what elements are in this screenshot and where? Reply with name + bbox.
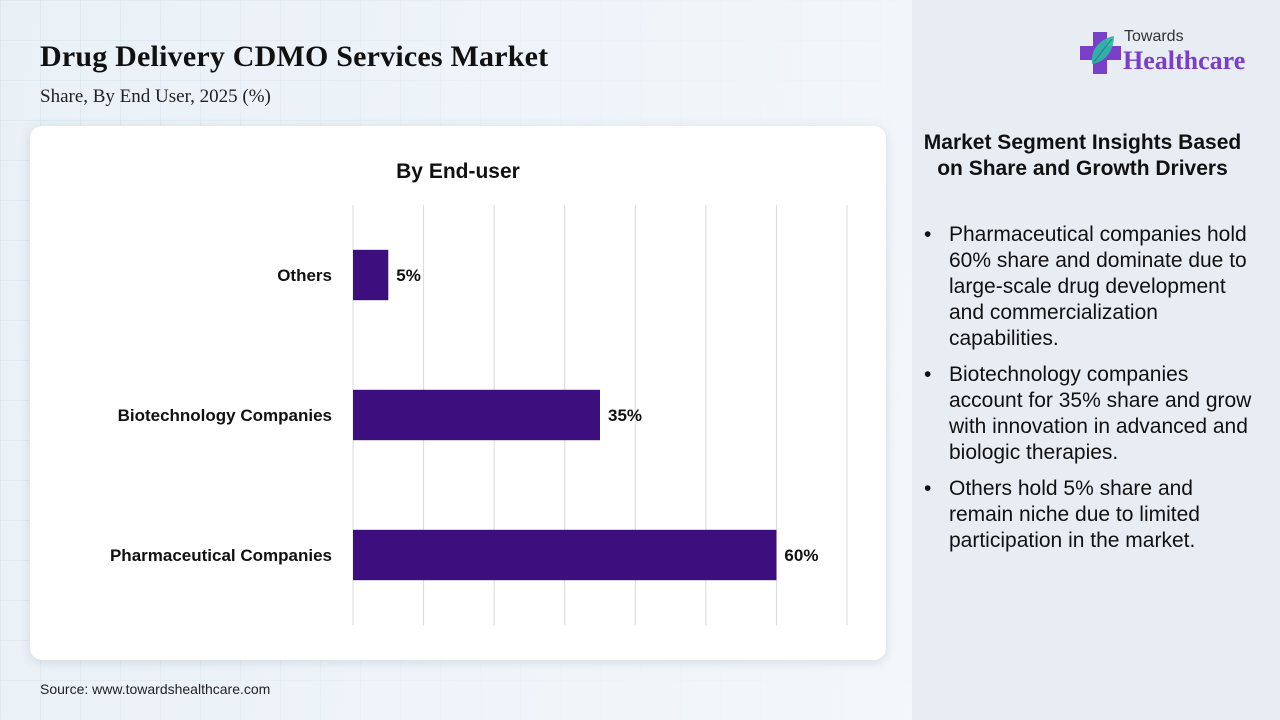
data-labels: 5% 35% 60%: [396, 266, 818, 565]
insight-text: Pharmaceutical companies hold 60% share …: [949, 223, 1247, 350]
bars: [353, 249, 777, 581]
data-label: 60%: [784, 546, 818, 565]
insights-list: • Pharmaceutical companies hold 60% share…: [922, 222, 1252, 564]
category-labels: Others Biotechnology Companies Pharmaceuti…: [110, 266, 332, 565]
page-subtitle: Share, By End User, 2025 (%): [40, 86, 271, 107]
insights-panel: [912, 0, 1280, 720]
data-label: 35%: [608, 406, 642, 425]
logo-text-healthcare: Healthcare: [1123, 46, 1246, 75]
insight-item: • Others hold 5% share and remain niche d…: [922, 476, 1252, 554]
insights-title: Market Segment Insights Based on Share a…: [923, 131, 1242, 180]
insight-item: • Pharmaceutical companies hold 60% share…: [922, 222, 1252, 352]
category-label: Pharmaceutical Companies: [110, 546, 332, 565]
insight-text: Biotechnology companies account for 35% …: [949, 363, 1252, 464]
chart-title: By End-user: [396, 160, 520, 183]
bar-others: [353, 249, 389, 301]
bar-pharmaceutical-companies: [353, 529, 777, 581]
plus-leaf-icon: [1080, 32, 1121, 74]
bar-biotechnology-companies: [353, 389, 600, 441]
bullet-icon: •: [924, 477, 932, 500]
bullet-icon: •: [924, 223, 932, 246]
data-label: 5%: [396, 266, 421, 285]
category-label: Biotechnology Companies: [118, 406, 332, 425]
insight-item: • Biotechnology companies account for 35%…: [922, 362, 1252, 466]
towards-healthcare-logo: Towards Healthcare: [1080, 28, 1260, 78]
insight-text: Others hold 5% share and remain niche du…: [949, 477, 1200, 552]
logo-text-towards: Towards: [1124, 28, 1184, 45]
source-note: Source: www.towardshealthcare.com: [40, 681, 271, 697]
category-label: Others: [277, 266, 332, 285]
page-title: Drug Delivery CDMO Services Market: [40, 40, 549, 73]
bullet-icon: •: [924, 363, 932, 386]
